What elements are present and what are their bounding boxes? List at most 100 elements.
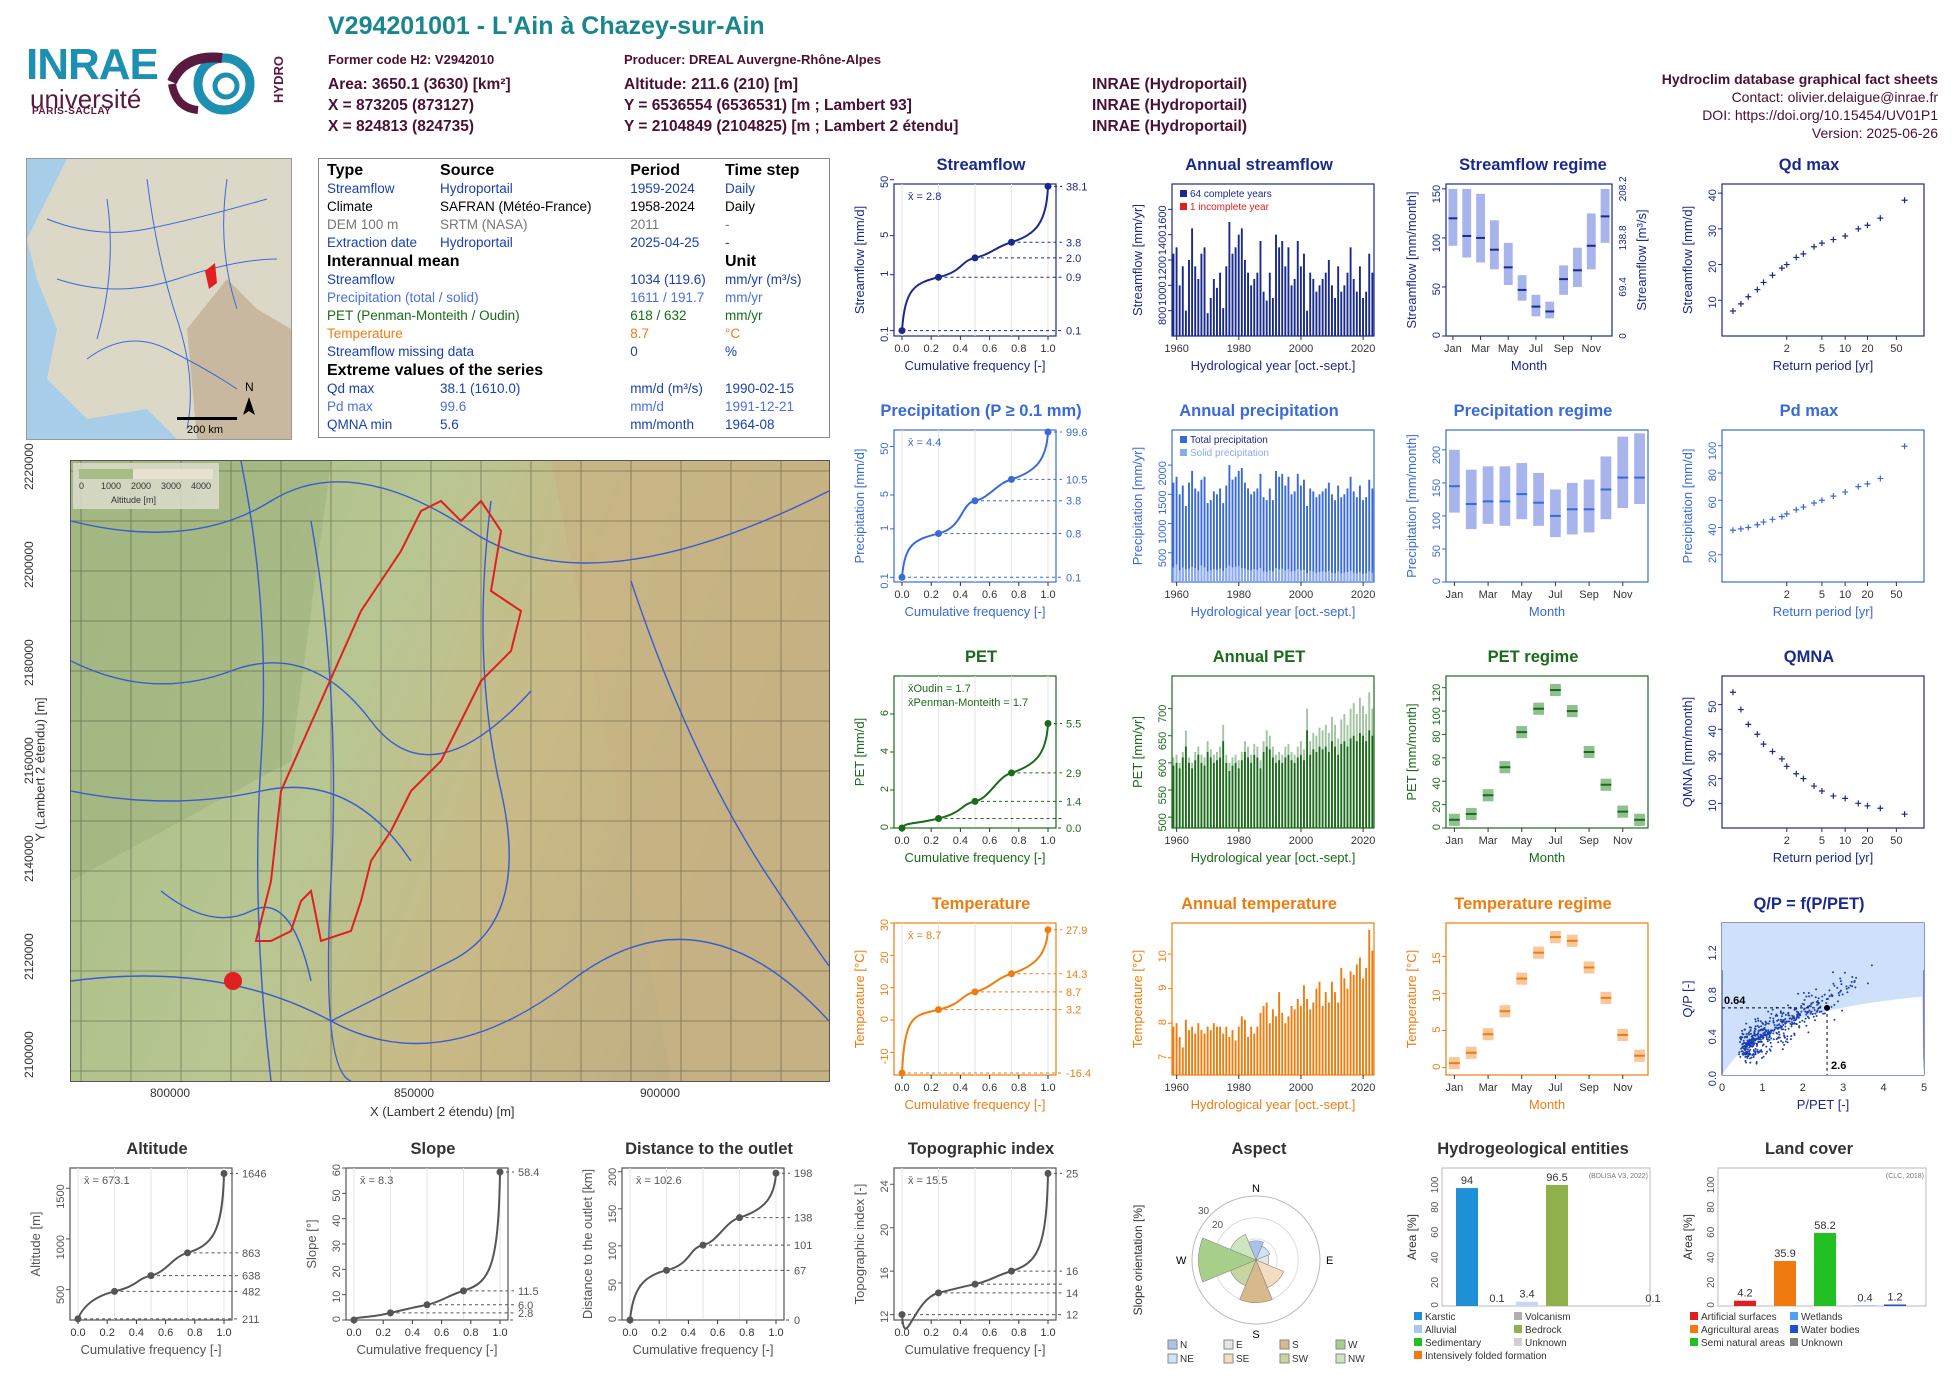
map-ytick: 2220000 [22, 443, 36, 490]
x-tick-label: 0.4 [953, 589, 968, 601]
qp-point [1761, 1021, 1764, 1024]
annual-bar [1219, 757, 1222, 828]
x-lambert2: X = 824813 (824735) [328, 118, 475, 135]
x-tick-label: 0.6 [710, 1327, 725, 1339]
quantile-point [663, 1266, 670, 1274]
annual-bar [1234, 247, 1237, 336]
qp-point [1746, 1056, 1749, 1059]
qp-point [1760, 1040, 1763, 1043]
qp-point [1793, 1019, 1796, 1022]
annual-bar [1203, 765, 1206, 828]
mean-name: Streamflow [327, 272, 395, 287]
annual-bar [1231, 479, 1234, 582]
catchment-map-svg: 0 1000 2000 3000 4000 Altitude [m] [71, 461, 829, 1081]
qp-point [1784, 1017, 1787, 1020]
chart-title: Q/P = f(P/PET) [1753, 895, 1865, 913]
qp-point [1742, 1053, 1745, 1056]
quantile-label: 0.1 [1066, 572, 1081, 584]
quantile-point [971, 497, 979, 505]
qp-point [1759, 1029, 1762, 1032]
annual-bar [1197, 1023, 1200, 1075]
annual-bar-alt [1178, 762, 1181, 769]
qp-point [1840, 983, 1843, 986]
return-point [1818, 240, 1825, 247]
x-tick-label: 1.0 [1040, 835, 1055, 847]
annual-bar [1306, 730, 1309, 828]
quantile-point [1044, 428, 1052, 436]
legend-label: Artificial surfaces [1701, 1312, 1777, 1323]
return-point [1901, 811, 1908, 818]
return-point [1793, 254, 1800, 261]
pp-label: 2.6 [1831, 1060, 1846, 1072]
y-tick-label: 9 [1157, 985, 1169, 991]
regime-box [1516, 463, 1528, 520]
y-tick-label: 1000 [55, 1235, 67, 1259]
hydro-logo-icon [167, 52, 255, 115]
x-tick-label: 10 [1839, 835, 1851, 847]
quantile-label: 0 [794, 1315, 800, 1327]
return-point [1769, 516, 1776, 523]
solid-bar [1265, 572, 1268, 582]
qp-point [1786, 1035, 1789, 1038]
x-tick-label: 0.0 [70, 1327, 85, 1339]
annual-bar [1318, 981, 1321, 1075]
y-axis-label: Precipitation [mm/d] [852, 449, 867, 564]
qp-point [1815, 1010, 1818, 1013]
qp-point [1768, 1039, 1771, 1042]
chart-svg: 2 5 10 20 50 20 40 60 80 100 Return period [yr] Pre… [1680, 429, 1925, 619]
qp-point [1808, 1017, 1811, 1020]
qp-point [1754, 1028, 1757, 1031]
y-tick-label: 40 [1431, 777, 1443, 789]
annual-bar [1231, 1030, 1234, 1075]
qp-point [1870, 964, 1873, 967]
x-tick-label: Nov [1613, 589, 1633, 601]
qp-point [1805, 1013, 1808, 1016]
qp-point [1803, 1003, 1806, 1006]
annual-bar [1281, 473, 1284, 582]
annual-bar [1337, 1002, 1340, 1075]
qp-point [1750, 1032, 1753, 1035]
qp-point [1765, 1052, 1768, 1055]
compass-s: S [1252, 1329, 1259, 1341]
x-axis-label: Cumulative frequency [-] [905, 1342, 1046, 1357]
x-tick-label: 0.0 [894, 1327, 909, 1339]
qp-point [1807, 992, 1810, 995]
annual-bar [1355, 741, 1358, 828]
qp-point [1798, 1021, 1801, 1024]
qp-point [1769, 1049, 1772, 1052]
annual-bar [1303, 479, 1305, 582]
chart-title: Aspect [1231, 1140, 1287, 1158]
annual-bar [1365, 497, 1368, 582]
return-point [1778, 755, 1785, 762]
annual-bar-alt [1184, 730, 1187, 747]
x-tick-label: Jul [1548, 835, 1562, 847]
return-point [1855, 483, 1862, 490]
x-tick-label: Jul [1548, 589, 1562, 601]
quantile-point [971, 797, 979, 805]
qp-point [1777, 1030, 1780, 1033]
extreme-name: Pd max [327, 399, 373, 414]
hydro-label: HYDRO [271, 56, 286, 103]
qp-point [1763, 1034, 1766, 1037]
annual-bar-alt [1306, 708, 1309, 731]
y-tick-label: 0 [1431, 332, 1443, 338]
mean-label: x̄ = 102.6 [636, 1175, 682, 1187]
qp-point [1754, 1050, 1757, 1053]
legend-swatch [1180, 449, 1187, 456]
legend-swatch [1279, 1339, 1290, 1350]
legend-swatch [1223, 1339, 1234, 1350]
qp-point [1765, 1045, 1768, 1048]
qp-point [1776, 1024, 1779, 1027]
chart-svg: 94 0.1 3.4 96.5 0.1 0 20 40 60 80 100 (BDLISA V3, 2… [1405, 1167, 1664, 1362]
annual-bar-alt [1203, 757, 1206, 766]
regime-box [1583, 479, 1595, 533]
annual-bar [1172, 253, 1175, 336]
quantile-point [971, 1280, 979, 1288]
y-tick-label: 0 [331, 1316, 343, 1322]
h-extreme: Extreme values of the series [327, 362, 544, 379]
qp-point [1748, 1050, 1751, 1053]
annual-bar [1312, 279, 1315, 336]
y-axis-label: Slope [°] [304, 1219, 319, 1268]
annual-bar [1343, 494, 1346, 582]
x-axis-label: Hydrological year [oct.-sept.] [1191, 358, 1356, 373]
